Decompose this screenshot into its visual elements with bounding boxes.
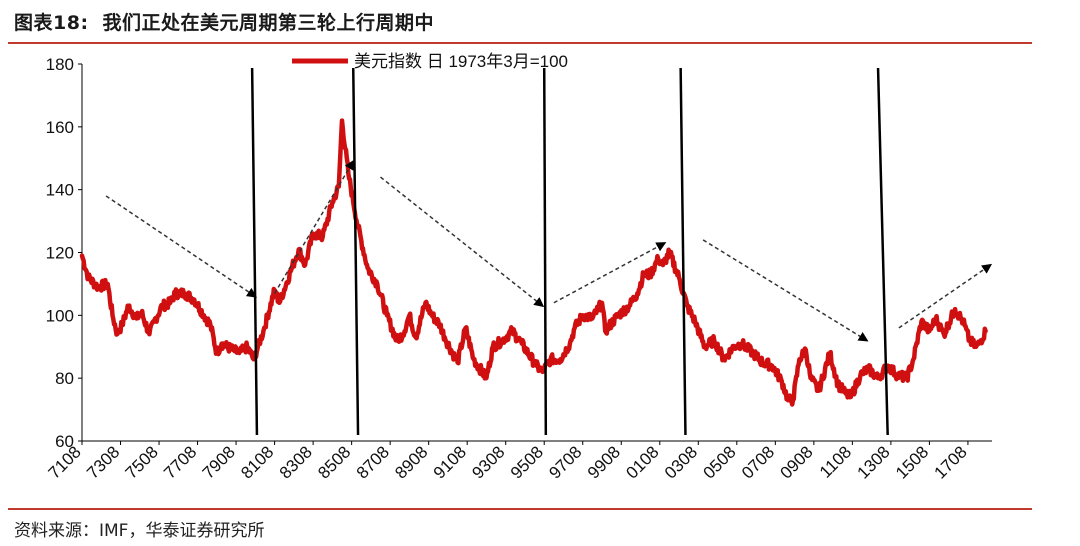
y-tick-label: 140: [46, 181, 74, 200]
x-tick-label: 0308: [661, 442, 701, 482]
cycle-layer: [250, 67, 889, 436]
trend-arrow-up: [273, 159, 355, 294]
x-tick-label: 9708: [545, 442, 585, 482]
source-note: 资料来源：IMF，华泰证券研究所: [14, 521, 265, 541]
x-tick-label: 7308: [83, 442, 123, 482]
legend-label: 美元指数 日 1973年3月=100: [354, 52, 568, 71]
cycle-boundary-line: [876, 67, 889, 436]
header-rule: [8, 42, 1032, 44]
x-tick-label: 1508: [892, 442, 932, 482]
legend: 美元指数 日 1973年3月=100: [292, 52, 568, 71]
trend-arrow-down: [702, 239, 869, 342]
dollar-index-line: [79, 118, 988, 407]
x-tick-label: 8908: [391, 442, 431, 482]
y-tick-label: 120: [46, 244, 74, 263]
x-tick-label: 7708: [160, 442, 200, 482]
arrow-layer: [105, 159, 993, 342]
footer-rule: [8, 508, 1032, 510]
x-tick-label: 7908: [199, 442, 239, 482]
x-tick-label: 0908: [776, 442, 816, 482]
x-tick-label: 1708: [931, 442, 971, 482]
x-tick-label: 8308: [276, 442, 316, 482]
y-tick-label: 180: [46, 55, 74, 74]
figure-title-text: 我们正处在美元周期第三轮上行周期中: [102, 12, 435, 34]
series-layer: [79, 118, 988, 407]
x-tick-label: 9108: [430, 442, 470, 482]
cycle-boundary-line: [351, 67, 360, 436]
x-tick-label: 9908: [584, 442, 624, 482]
figure-title: 图表18: 我们正处在美元周期第三轮上行周期中: [14, 8, 434, 35]
x-tick-label: 1308: [854, 442, 894, 482]
figure-number: 图表18:: [14, 12, 89, 34]
x-tick-label: 9508: [507, 442, 547, 482]
trend-arrow-down: [380, 176, 545, 308]
trend-arrow-up: [898, 263, 993, 329]
x-tick-label: 0108: [622, 442, 662, 482]
x-tick-label: 8108: [237, 442, 277, 482]
x-tick-label: 7108: [45, 442, 85, 482]
x-tick-label: 0708: [738, 442, 778, 482]
x-tick-label: 8508: [314, 442, 354, 482]
cycle-boundary-line: [679, 67, 687, 436]
cycle-boundary-line: [250, 67, 259, 436]
x-tick-label: 1108: [816, 442, 855, 481]
x-tick-label: 0508: [699, 442, 739, 482]
trend-arrow-down: [105, 195, 257, 298]
x-tick-label: 7508: [122, 442, 162, 482]
y-tick-label: 100: [46, 306, 74, 325]
y-tick-label: 80: [55, 369, 74, 388]
y-tick-label: 60: [55, 432, 74, 451]
y-tick-label: 160: [46, 118, 74, 137]
x-tick-label: 8708: [353, 442, 393, 482]
axes: 6080100120140160180710873087508770879088…: [45, 55, 992, 483]
cycle-boundary-line: [542, 67, 548, 436]
x-tick-label: 9308: [468, 442, 508, 482]
